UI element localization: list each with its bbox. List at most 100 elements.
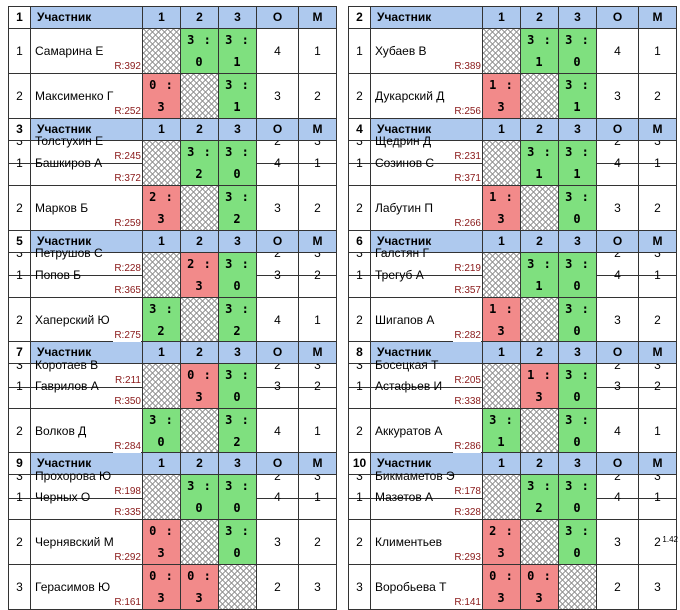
place-header: М — [298, 452, 337, 475]
col-2-header: 2 — [520, 230, 559, 253]
player-rating: R:328 — [453, 502, 481, 519]
player-name: Мазетов А — [375, 490, 434, 504]
row-number: 2 — [8, 297, 31, 343]
points-cell: 3 — [256, 363, 299, 409]
score-cell: 0 : 3 — [142, 519, 181, 565]
diagonal-cell — [142, 252, 181, 298]
points-cell: 4 — [256, 297, 299, 343]
group-number: 5 — [8, 230, 31, 253]
participant-header: Участник — [370, 6, 483, 29]
diagonal-cell — [520, 408, 559, 454]
points-header: О — [256, 341, 299, 364]
place-cell: 1 — [298, 408, 337, 454]
score-cell: 3 : 1 — [558, 73, 597, 119]
player-name: Черных О — [35, 490, 91, 504]
points-cell: 4 — [596, 408, 639, 454]
score-cell: 2 : 3 — [482, 519, 521, 565]
place-cell: 1 — [638, 474, 677, 520]
col-3-header: 3 — [218, 341, 257, 364]
col-2-header: 2 — [180, 6, 219, 29]
player-cell: Хаперский Ю R:275 — [30, 297, 143, 343]
points-cell: 2 — [256, 564, 299, 610]
col-1-header: 1 — [482, 118, 521, 141]
place-cell: 1 — [298, 28, 337, 74]
diagonal-cell — [142, 28, 181, 74]
diagonal-cell — [180, 73, 219, 119]
diagonal-cell — [218, 564, 257, 610]
player-rating: R:245 — [113, 146, 141, 163]
row-number: 1 — [348, 140, 371, 186]
player-name: Коротаев В — [35, 358, 99, 372]
points-cell: 3 — [596, 185, 639, 231]
row-number: 2 — [8, 73, 31, 119]
score-cell: 1 : 3 — [482, 185, 521, 231]
score-cell: 3 : 1 — [558, 140, 597, 186]
place-cell: 1 — [638, 28, 677, 74]
player-name: Лабутин П — [375, 201, 433, 215]
player-rating: R:266 — [453, 213, 481, 230]
participant-header: Участник — [30, 230, 143, 253]
diagonal-cell — [482, 28, 521, 74]
diagonal-cell — [142, 474, 181, 520]
points-cell: 4 — [596, 28, 639, 74]
group-number: 2 — [348, 6, 371, 29]
place-cell: 2 — [638, 297, 677, 343]
points-header: О — [596, 6, 639, 29]
player-name: Марков Б — [35, 201, 89, 215]
player-name: Герасимов Ю — [35, 580, 111, 594]
player-cell: Герасимов Ю R:161 — [30, 564, 143, 610]
participant-header: Участник — [30, 341, 143, 364]
player-rating: R:284 — [113, 436, 141, 453]
player-name: Галстян Г — [375, 246, 429, 260]
score-cell: 3 : 2 — [218, 408, 257, 454]
row-number: 2 — [348, 73, 371, 119]
participant-header: Участник — [30, 6, 143, 29]
score-cell: 3 : 2 — [520, 474, 559, 520]
score-cell: 3 : 0 — [558, 252, 597, 298]
points-cell: 4 — [596, 474, 639, 520]
player-cell: Самарина Е R:392 — [30, 28, 143, 74]
header-row: 5 Участник 1 2 3 О М — [8, 230, 337, 253]
place-header: М — [638, 452, 677, 475]
player-rating: R:392 — [113, 56, 141, 73]
player-rating: R:252 — [113, 101, 141, 118]
player-rating: R:228 — [113, 258, 141, 275]
points-header: О — [596, 118, 639, 141]
group-number: 8 — [348, 341, 371, 364]
col-2-header: 2 — [520, 6, 559, 29]
player-rating: R:389 — [453, 56, 481, 73]
row-number: 1 — [348, 252, 371, 298]
player-rating: R:275 — [113, 325, 141, 342]
score-cell: 3 : 0 — [218, 252, 257, 298]
score-cell: 3 : 0 — [558, 363, 597, 409]
diagonal-cell — [520, 73, 559, 119]
diagonal-cell — [180, 297, 219, 343]
score-cell: 3 : 0 — [558, 519, 597, 565]
place-cell: 2 — [638, 185, 677, 231]
participant-header: Участник — [370, 230, 483, 253]
points-cell: 3 — [596, 73, 639, 119]
score-cell: 3 : 0 — [218, 519, 257, 565]
score-cell: 0 : 3 — [180, 564, 219, 610]
player-rating: R:259 — [113, 213, 141, 230]
score-cell: 1 : 3 — [482, 73, 521, 119]
place-header: М — [638, 118, 677, 141]
player-name: Гаврилов А — [35, 379, 99, 393]
row-number: 2 — [348, 297, 371, 343]
score-cell: 3 : 1 — [520, 140, 559, 186]
place-header: М — [298, 341, 337, 364]
points-cell: 4 — [256, 140, 299, 186]
player-rating: R:338 — [453, 391, 481, 408]
points-cell: 3 — [256, 252, 299, 298]
place-header: М — [638, 341, 677, 364]
player-rating: R:141 — [453, 592, 481, 609]
col-1-header: 1 — [482, 6, 521, 29]
score-cell: 3 : 1 — [218, 73, 257, 119]
place-cell: 1 — [298, 474, 337, 520]
row-number: 2 — [348, 408, 371, 454]
row-number: 1 — [8, 363, 31, 409]
